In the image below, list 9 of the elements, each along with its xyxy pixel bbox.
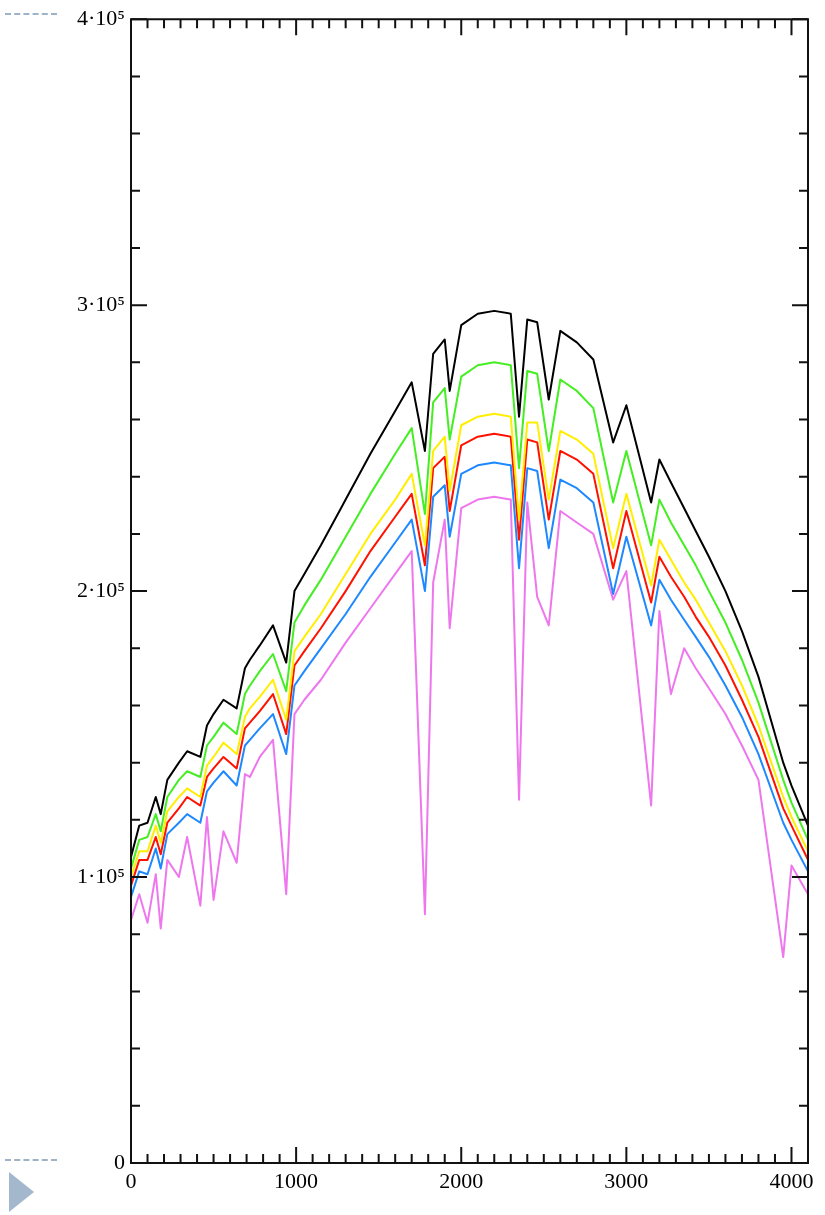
y-tick-label: 0 — [114, 1148, 125, 1174]
x-tick-label: 1000 — [274, 1167, 319, 1193]
x-tick-label: 3000 — [604, 1167, 649, 1193]
y-tick-label: 1·10⁵ — [77, 862, 125, 888]
x-tick-label: 4000 — [769, 1167, 814, 1193]
y-tick-label: 4·10⁵ — [77, 4, 125, 30]
x-tick-label: 2000 — [439, 1167, 484, 1193]
y-tick-label: 2·10⁵ — [77, 576, 125, 602]
y-tick-label: 3·10⁵ — [77, 290, 125, 316]
